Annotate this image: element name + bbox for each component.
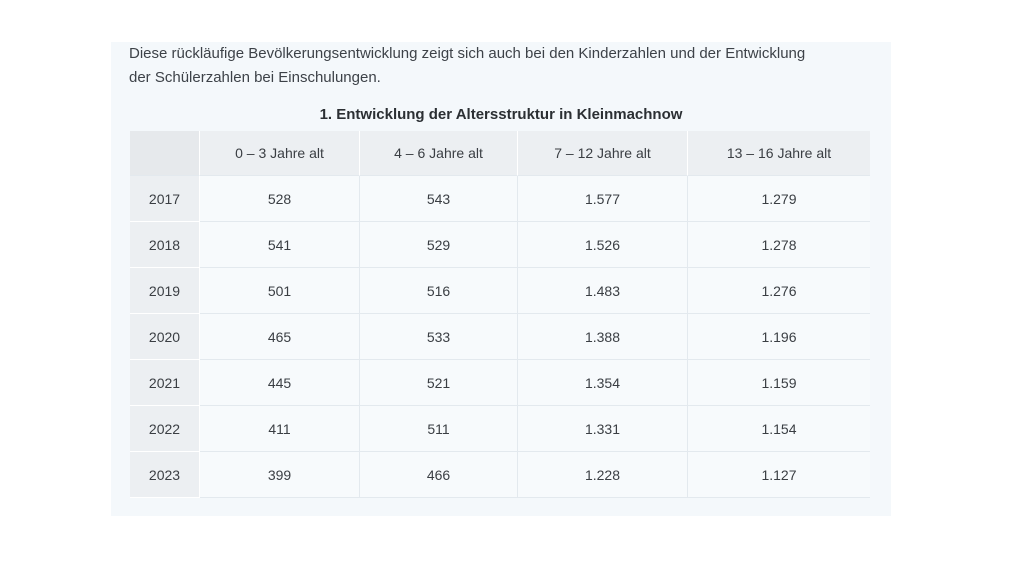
table-row: 2022 411 511 1.331 1.154 — [130, 406, 870, 452]
age-structure-table: 0 – 3 Jahre alt 4 – 6 Jahre alt 7 – 12 J… — [130, 131, 870, 498]
year-cell: 2019 — [130, 268, 200, 314]
value-cell: 541 — [200, 222, 360, 268]
value-cell: 465 — [200, 314, 360, 360]
value-cell: 411 — [200, 406, 360, 452]
value-cell: 1.577 — [518, 176, 688, 222]
value-cell: 528 — [200, 176, 360, 222]
value-cell: 445 — [200, 360, 360, 406]
year-cell: 2023 — [130, 452, 200, 498]
value-cell: 1.331 — [518, 406, 688, 452]
header-age-0-3: 0 – 3 Jahre alt — [200, 131, 360, 176]
intro-paragraph: Diese rückläufige Bevölkerungsentwicklun… — [129, 42, 879, 90]
table-row: 2019 501 516 1.483 1.276 — [130, 268, 870, 314]
table-row: 2020 465 533 1.388 1.196 — [130, 314, 870, 360]
value-cell: 501 — [200, 268, 360, 314]
value-cell: 533 — [360, 314, 518, 360]
header-row: 0 – 3 Jahre alt 4 – 6 Jahre alt 7 – 12 J… — [130, 131, 870, 176]
year-cell: 2017 — [130, 176, 200, 222]
year-cell: 2018 — [130, 222, 200, 268]
value-cell: 399 — [200, 452, 360, 498]
value-cell: 1.276 — [688, 268, 870, 314]
table-row: 2017 528 543 1.577 1.279 — [130, 176, 870, 222]
value-cell: 521 — [360, 360, 518, 406]
year-cell: 2021 — [130, 360, 200, 406]
value-cell: 1.279 — [688, 176, 870, 222]
value-cell: 1.196 — [688, 314, 870, 360]
header-age-4-6: 4 – 6 Jahre alt — [360, 131, 518, 176]
header-age-7-12: 7 – 12 Jahre alt — [518, 131, 688, 176]
value-cell: 1.154 — [688, 406, 870, 452]
value-cell: 1.278 — [688, 222, 870, 268]
value-cell: 543 — [360, 176, 518, 222]
value-cell: 1.388 — [518, 314, 688, 360]
table-row: 2021 445 521 1.354 1.159 — [130, 360, 870, 406]
intro-line-1: Diese rückläufige Bevölkerungsentwicklun… — [129, 45, 806, 62]
value-cell: 466 — [360, 452, 518, 498]
table-title: 1. Entwicklung der Altersstruktur in Kle… — [319, 106, 683, 123]
value-cell: 1.159 — [688, 360, 870, 406]
value-cell: 529 — [360, 222, 518, 268]
value-cell: 1.354 — [518, 360, 688, 406]
value-cell: 1.127 — [688, 452, 870, 498]
value-cell: 1.526 — [518, 222, 688, 268]
table-row: 2018 541 529 1.526 1.278 — [130, 222, 870, 268]
header-corner-cell — [130, 131, 200, 176]
year-cell: 2022 — [130, 406, 200, 452]
table-row: 2023 399 466 1.228 1.127 — [130, 452, 870, 498]
value-cell: 516 — [360, 268, 518, 314]
content-panel: Diese rückläufige Bevölkerungsentwicklun… — [111, 42, 891, 516]
value-cell: 1.228 — [518, 452, 688, 498]
header-age-13-16: 13 – 16 Jahre alt — [688, 131, 870, 176]
value-cell: 511 — [360, 406, 518, 452]
year-cell: 2020 — [130, 314, 200, 360]
intro-line-2: der Schülerzahlen bei Einschulungen. — [129, 69, 381, 86]
value-cell: 1.483 — [518, 268, 688, 314]
